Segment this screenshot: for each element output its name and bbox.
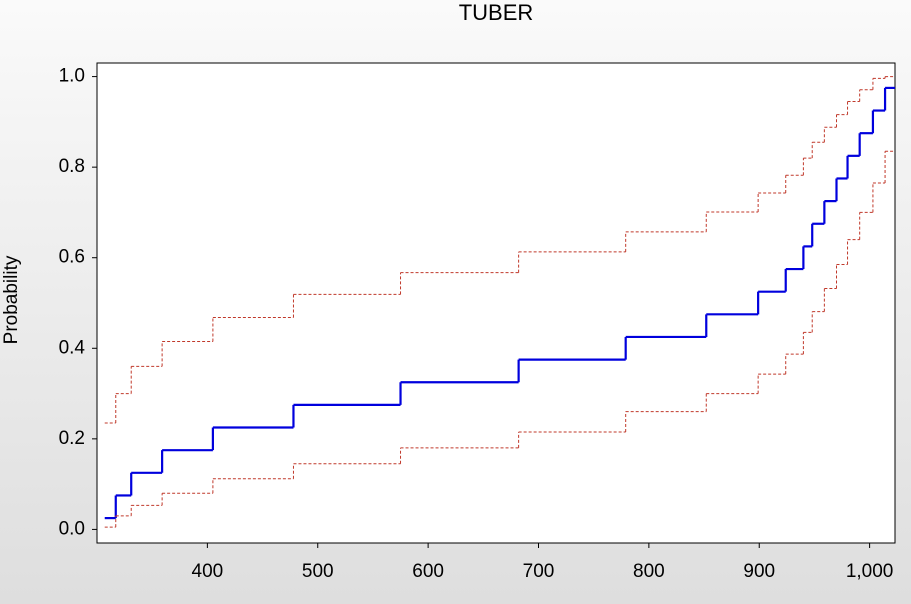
x-tick-label: 700 [523, 561, 555, 582]
x-tick-label: 400 [192, 561, 224, 582]
y-tick-label: 0.2 [59, 428, 85, 449]
x-tick-label: 800 [633, 561, 665, 582]
y-tick-label: 0.8 [59, 156, 85, 177]
x-tick-label: 1,000 [846, 561, 894, 582]
y-axis-label: Probability [1, 255, 22, 344]
step-riser [115, 151, 886, 528]
chart-title: TUBER [459, 0, 534, 25]
y-tick-label: 0.4 [59, 337, 86, 358]
x-tick-label: 600 [412, 561, 444, 582]
y-tick-label: 0.6 [59, 247, 85, 268]
y-tick-label: 1.0 [59, 66, 85, 87]
step-riser [114, 87, 887, 519]
x-tick-label: 500 [302, 561, 334, 582]
step-riser [115, 76, 886, 423]
x-tick-label: 900 [743, 561, 775, 582]
y-tick-label: 0.0 [59, 518, 85, 539]
plot-area [96, 62, 896, 544]
